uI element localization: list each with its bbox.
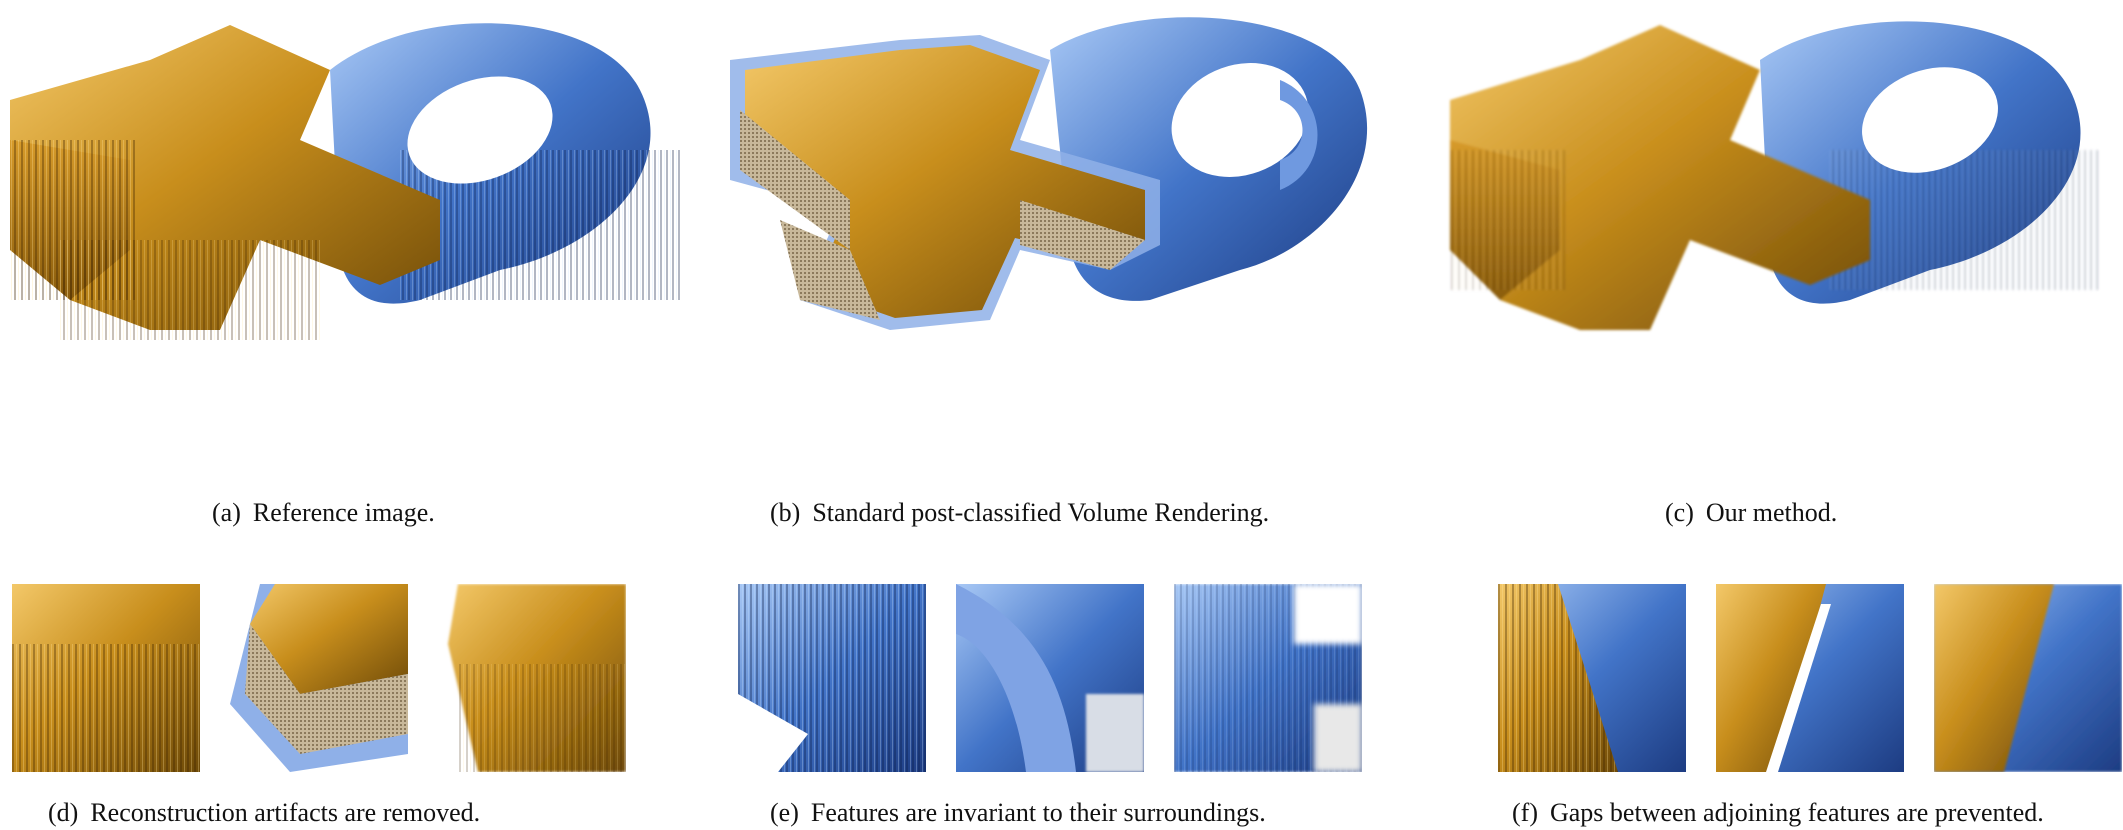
- gold-cross-shape: [10, 25, 440, 340]
- thumb-f2: [1716, 584, 1904, 772]
- caption-label: (e): [770, 798, 799, 827]
- gold-cross-shape: [1450, 25, 1870, 330]
- caption-label: (f): [1512, 798, 1538, 827]
- panel-c-image: [1430, 0, 2123, 360]
- gold-cross-shape: [730, 35, 1160, 330]
- thumb-f3: [1934, 584, 2122, 772]
- thumb-d3: [438, 584, 626, 772]
- caption-e: (e) Features are invariant to their surro…: [770, 798, 1266, 828]
- caption-c: (c) Our method.: [1665, 498, 1837, 528]
- caption-text: Standard post-classified Volume Renderin…: [812, 498, 1270, 527]
- panel-a-image: [0, 0, 700, 360]
- caption-d: (d) Reconstruction artifacts are removed.: [48, 798, 480, 828]
- caption-text: Gaps between adjoining features are prev…: [1549, 798, 2044, 827]
- caption-label: (b): [770, 498, 801, 527]
- caption-text: Features are invariant to their surround…: [810, 798, 1266, 827]
- caption-text: Reconstruction artifacts are removed.: [90, 798, 481, 827]
- caption-text: Reference image.: [252, 498, 435, 527]
- thumb-e1: [738, 584, 926, 772]
- thumb-e2: [956, 584, 1144, 772]
- thumb-d2: [220, 584, 408, 772]
- caption-label: (d): [48, 798, 79, 827]
- thumb-e3: [1174, 584, 1362, 772]
- panel-b-image: [720, 0, 1420, 360]
- thumb-f1: [1498, 584, 1686, 772]
- thumb-d1: [12, 584, 200, 772]
- caption-label: (a): [212, 498, 241, 527]
- caption-f: (f) Gaps between adjoining features are p…: [1512, 798, 2044, 828]
- caption-a: (a) Reference image.: [212, 498, 435, 528]
- caption-label: (c): [1665, 498, 1694, 527]
- caption-text: Our method.: [1705, 498, 1838, 527]
- caption-b: (b) Standard post-classified Volume Rende…: [770, 498, 1269, 528]
